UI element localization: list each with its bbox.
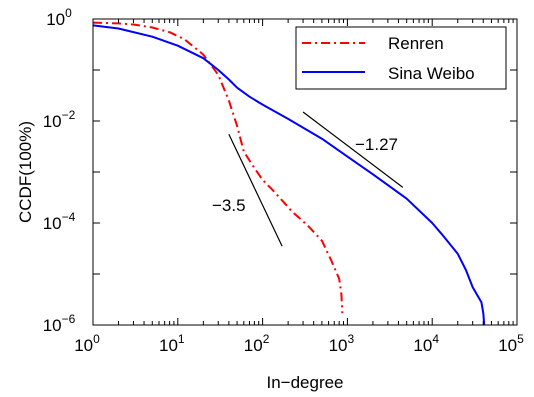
reference-line-0 — [302, 111, 404, 188]
reference-line-1 — [228, 133, 283, 247]
x-axis-ticks: 100 101 102 103 104 105 — [74, 19, 524, 355]
x-tick-label: 100 — [74, 332, 100, 355]
x-tick-label: 102 — [244, 332, 270, 355]
x-tick-label: 101 — [159, 332, 185, 355]
legend-label-sina-weibo: Sina Weibo — [388, 64, 475, 83]
series-renren — [93, 21, 344, 314]
x-axis-label: In−degree — [266, 373, 343, 392]
y-tick-label: 10−6 — [43, 312, 76, 335]
slope-annotation-3-5: −3.5 — [212, 196, 246, 215]
legend-label-renren: Renren — [388, 34, 444, 53]
y-tick-label: 10−2 — [43, 108, 76, 131]
series-lines — [93, 21, 486, 325]
y-tick-label: 10−4 — [43, 210, 76, 233]
series-sina-weibo — [93, 24, 486, 325]
y-tick-label: 100 — [46, 6, 72, 29]
x-tick-label: 105 — [498, 332, 524, 355]
x-tick-label: 104 — [413, 332, 439, 355]
y-axis-ticks: 100 10−2 10−4 10−6 — [43, 6, 517, 335]
reference-lines — [228, 111, 404, 247]
legend: Renren Sina Weibo — [295, 26, 507, 90]
legend-box — [295, 26, 507, 90]
x-tick-label: 103 — [329, 332, 355, 355]
y-axis-label: CCDF(100%) — [16, 121, 35, 223]
slope-annotation-1-27: −1.27 — [355, 135, 398, 154]
